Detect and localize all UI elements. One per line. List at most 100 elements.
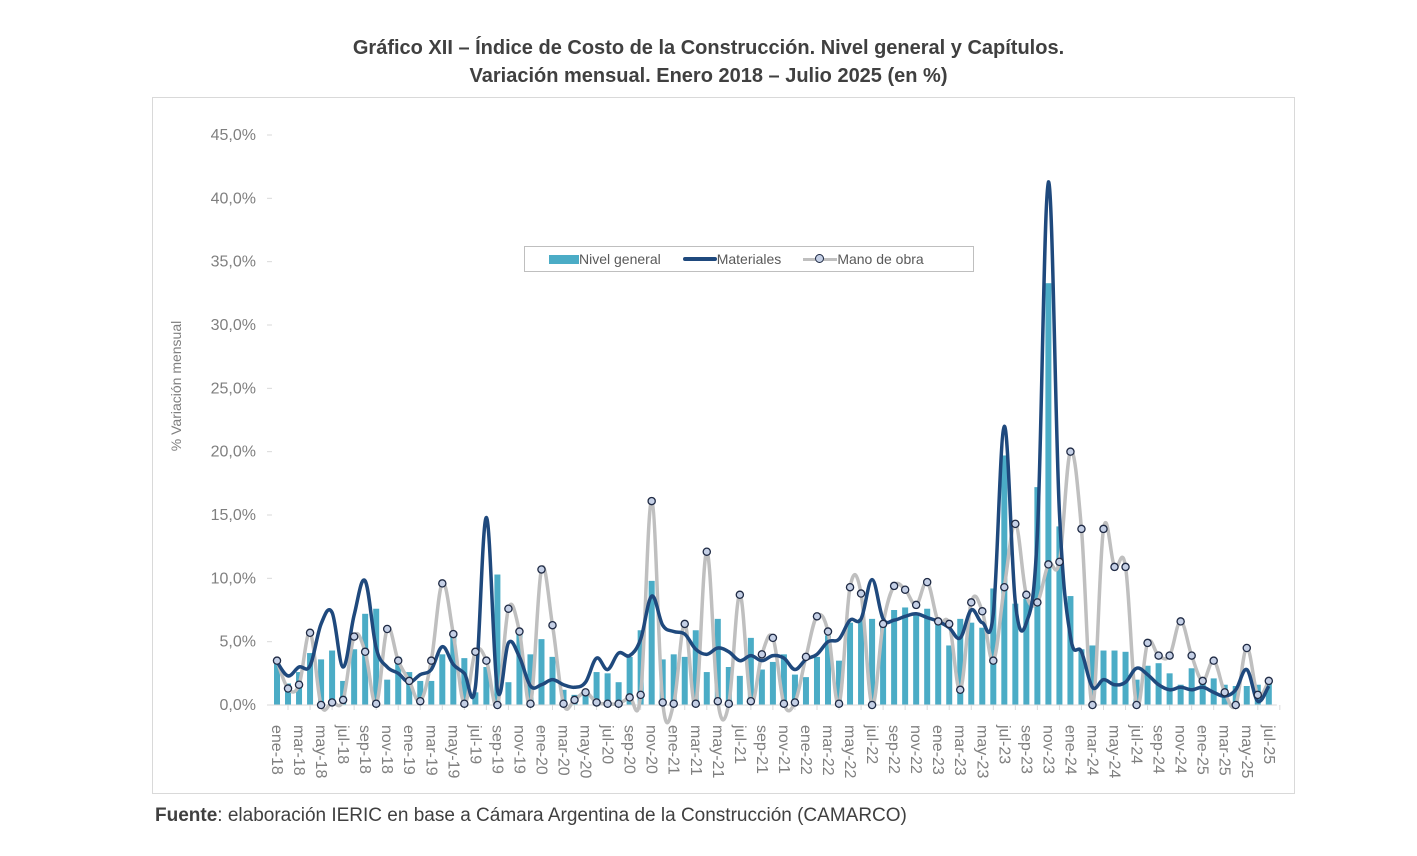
- bar-nivel-general: [1100, 650, 1107, 705]
- bar-nivel-general: [791, 674, 798, 705]
- x-tick-label: jul-19: [466, 724, 483, 764]
- chart-title-line-2: Variación mensual. Enero 2018 – Julio 20…: [469, 65, 948, 87]
- marker-mano-de-obra: [878, 619, 888, 629]
- x-tick-label: jul-18: [334, 724, 351, 764]
- marker-mano-de-obra: [989, 656, 998, 665]
- legend-label: Mano de obra: [837, 251, 924, 267]
- bar-nivel-general: [505, 682, 512, 705]
- marker-mano-de-obra: [1099, 524, 1108, 534]
- bar-nivel-general: [968, 622, 975, 705]
- marker-mano-de-obra: [1077, 524, 1086, 534]
- x-tick-label: jul-24: [1128, 724, 1145, 764]
- bar-nivel-general: [1122, 651, 1129, 705]
- marker-mano-de-obra: [559, 699, 568, 708]
- chart-legend: Nivel general Materiales Mano de obra: [524, 246, 974, 272]
- marker-mano-de-obra: [1209, 656, 1218, 665]
- marker-mano-de-obra: [922, 577, 932, 587]
- x-tick-label: mar-20: [555, 725, 572, 776]
- bar-nivel-general: [615, 682, 622, 705]
- chart-frame: [152, 97, 1295, 794]
- bar-nivel-general: [1144, 665, 1151, 705]
- marker-mano-de-obra: [1000, 582, 1009, 592]
- bar-nivel-general: [1034, 487, 1041, 705]
- marker-mano-de-obra: [1187, 651, 1196, 660]
- marker-mano-de-obra: [1055, 557, 1064, 567]
- marker-mano-de-obra: [438, 579, 447, 588]
- marker-mano-de-obra: [669, 699, 678, 708]
- source-text: : elaboración IERIC en base a Cámara Arg…: [217, 805, 907, 826]
- bar-nivel-general: [692, 630, 699, 705]
- bar-nivel-general: [1023, 598, 1030, 705]
- legend-item-materiales: Materiales: [682, 251, 782, 267]
- bar-nivel-general: [604, 673, 611, 705]
- marker-mano-de-obra: [603, 699, 612, 708]
- marker-mano-de-obra: [812, 612, 822, 621]
- marker-mano-de-obra: [790, 698, 800, 707]
- marker-mano-de-obra: [889, 581, 899, 591]
- marker-mano-de-obra: [272, 656, 282, 665]
- y-axis-label: % Variación mensual: [168, 321, 184, 451]
- x-tick-label: mar-21: [687, 725, 704, 776]
- x-tick-label: nov-23: [1039, 725, 1056, 774]
- bar-nivel-general: [736, 675, 743, 705]
- marker-mano-de-obra: [360, 647, 370, 657]
- bar-nivel-general: [880, 622, 887, 705]
- markers-mano-de-obra: [272, 447, 1274, 710]
- bar-nivel-general: [450, 634, 457, 705]
- bar-nivel-general: [1265, 682, 1272, 705]
- marker-mano-de-obra: [823, 627, 833, 636]
- marker-mano-de-obra: [1231, 700, 1240, 710]
- bar-nivel-general: [990, 588, 997, 705]
- bar-nivel-general: [494, 574, 501, 705]
- y-tick-label: 25,0%: [211, 380, 256, 397]
- marker-mano-de-obra: [1066, 447, 1075, 456]
- marker-mano-de-obra: [382, 624, 392, 634]
- x-tick-label: may-19: [444, 725, 461, 778]
- x-tick-label: ene-19: [400, 725, 417, 775]
- bar-nivel-general: [1012, 603, 1019, 705]
- y-tick-label: 30,0%: [211, 317, 256, 334]
- bar-nivel-general: [1243, 686, 1250, 705]
- bar-nivel-general: [758, 669, 765, 705]
- legend-label: Materiales: [716, 251, 782, 267]
- marker-mano-de-obra: [393, 656, 403, 665]
- marker-mano-de-obra: [1154, 651, 1163, 660]
- x-tick-label: jul-23: [995, 724, 1012, 764]
- bar-nivel-general: [802, 677, 809, 705]
- legend-label: Nivel general: [579, 251, 661, 267]
- marker-mano-de-obra: [1110, 562, 1119, 572]
- bar-nivel-general: [869, 618, 876, 705]
- marker-mano-de-obra: [294, 680, 304, 689]
- marker-mano-de-obra: [581, 688, 590, 697]
- marker-mano-de-obra: [702, 547, 712, 556]
- bar-nivel-general: [725, 667, 732, 705]
- x-tick-label: jul-25: [1260, 724, 1277, 764]
- bar-nivel-general: [1111, 650, 1118, 705]
- bar-nivel-general: [891, 610, 898, 705]
- bar-nivel-general: [527, 654, 534, 705]
- bar-nivel-general: [946, 645, 953, 705]
- marker-mano-de-obra: [713, 696, 723, 706]
- marker-mano-de-obra: [768, 633, 778, 643]
- x-tick-label: may-23: [973, 725, 990, 778]
- marker-mano-de-obra: [305, 628, 315, 638]
- bar-nivel-general: [1232, 686, 1239, 705]
- bar-nivel-general: [351, 649, 358, 705]
- marker-mano-de-obra: [1033, 598, 1042, 607]
- bar-nivel-general: [979, 627, 986, 705]
- x-tick-label: mar-22: [819, 725, 836, 776]
- bar-nivel-general: [582, 691, 589, 705]
- bar-nivel-general: [1089, 645, 1096, 705]
- bar-nivel-general: [1078, 649, 1085, 705]
- legend-swatch-line: [682, 257, 717, 261]
- marker-mano-de-obra: [1011, 519, 1020, 529]
- marker-mano-de-obra: [1264, 676, 1274, 686]
- marker-mano-de-obra: [570, 695, 579, 705]
- marker-mano-de-obra: [691, 699, 701, 708]
- x-tick-label: nov-21: [775, 725, 792, 774]
- bar-nivel-general: [318, 659, 325, 705]
- source-note: Fuente: elaboración IERIC en base a Cáma…: [155, 805, 907, 827]
- marker-mano-de-obra: [724, 699, 734, 708]
- y-tick-label: 45,0%: [211, 127, 256, 144]
- legend-swatch-line-marker: [803, 254, 838, 264]
